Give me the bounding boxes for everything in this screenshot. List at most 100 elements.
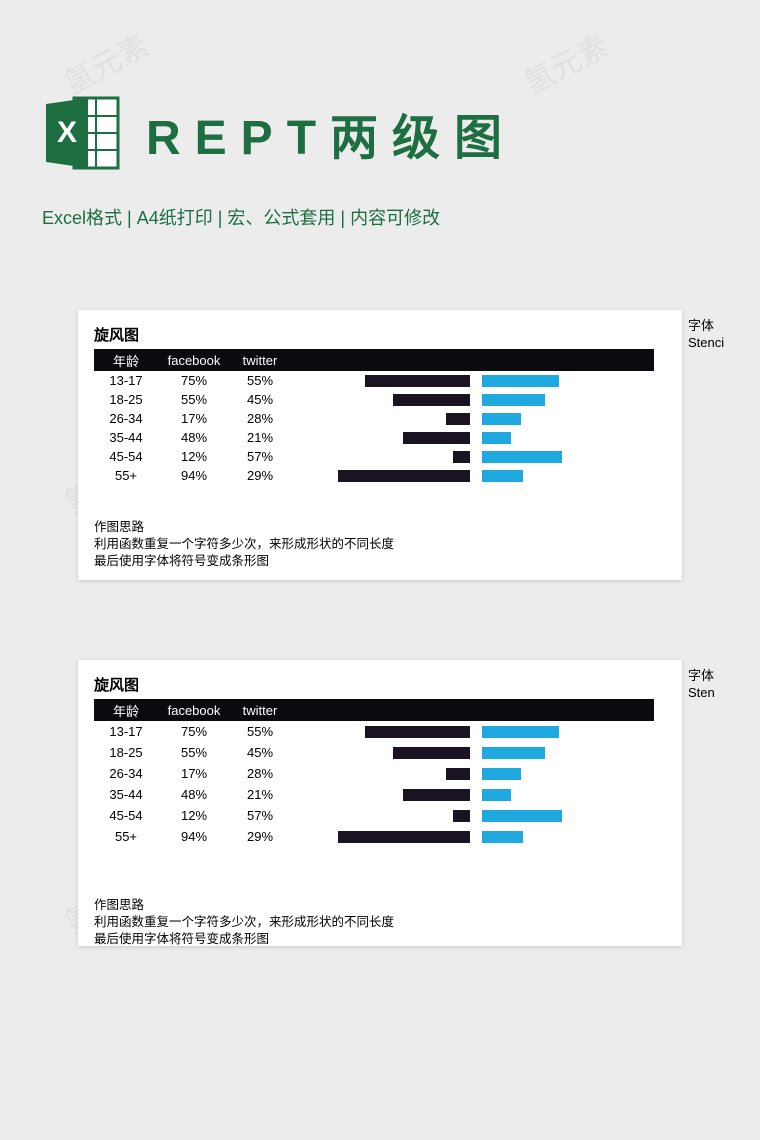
bar-pair <box>330 788 622 802</box>
table-row: 55+94%29% <box>94 466 682 485</box>
cell-age: 18-25 <box>94 745 158 760</box>
bar-twitter <box>482 451 562 463</box>
cell-twitter: 21% <box>230 787 290 802</box>
cell-age: 55+ <box>94 468 158 483</box>
cell-twitter: 45% <box>230 745 290 760</box>
cell-facebook: 48% <box>158 787 230 802</box>
excel-icon: X <box>40 90 126 176</box>
bar-facebook <box>453 810 470 822</box>
table-header-2: 年龄 facebook twitter <box>94 699 654 721</box>
cell-facebook: 12% <box>158 449 230 464</box>
bar-twitter <box>482 375 559 387</box>
bar-twitter <box>482 470 523 482</box>
cell-twitter: 28% <box>230 411 290 426</box>
notes-line: 利用函数重复一个字符多少次，来形成形状的不同长度 <box>94 914 682 931</box>
table-row: 26-3417%28% <box>94 409 682 428</box>
chart-title-1: 旋风图 <box>94 324 682 345</box>
chart-notes-2: 作图思路 利用函数重复一个字符多少次，来形成形状的不同长度 最后使用字体将符号变… <box>94 897 682 948</box>
cell-twitter: 57% <box>230 449 290 464</box>
bar-pair <box>330 393 622 407</box>
cell-age: 55+ <box>94 829 158 844</box>
table-row: 18-2555%45% <box>94 390 682 409</box>
page-title: REPT两级图 <box>146 98 516 168</box>
cell-age: 26-34 <box>94 411 158 426</box>
chart-panel-2: 字体 Sten 旋风图 年龄 facebook twitter 13-1775%… <box>78 660 682 946</box>
notes-title: 作图思路 <box>94 897 682 914</box>
cell-twitter: 57% <box>230 808 290 823</box>
bar-facebook <box>365 726 470 738</box>
cell-twitter: 21% <box>230 430 290 445</box>
col-header-twitter: twitter <box>230 703 290 718</box>
bar-facebook <box>446 413 470 425</box>
notes-line: 最后使用字体将符号变成条形图 <box>94 553 682 570</box>
cell-age: 18-25 <box>94 392 158 407</box>
cell-age: 45-54 <box>94 449 158 464</box>
bar-pair <box>330 374 622 388</box>
bar-twitter <box>482 789 511 801</box>
cell-twitter: 29% <box>230 829 290 844</box>
table-header-1: 年龄 facebook twitter <box>94 349 654 371</box>
side-label-stencil: Sten <box>688 685 740 702</box>
col-header-facebook: facebook <box>158 353 230 368</box>
cell-twitter: 55% <box>230 724 290 739</box>
cell-age: 26-34 <box>94 766 158 781</box>
bar-facebook <box>446 768 470 780</box>
bar-facebook <box>393 394 470 406</box>
table-row: 13-1775%55% <box>94 721 682 742</box>
bar-pair <box>330 725 622 739</box>
side-label-font: 字体 <box>688 668 740 685</box>
bar-twitter <box>482 747 545 759</box>
bar-pair <box>330 830 622 844</box>
bar-twitter <box>482 831 523 843</box>
bar-twitter <box>482 726 559 738</box>
col-header-twitter: twitter <box>230 353 290 368</box>
bar-facebook <box>365 375 470 387</box>
table-row: 26-3417%28% <box>94 763 682 784</box>
bar-facebook <box>453 451 470 463</box>
bar-twitter <box>482 810 562 822</box>
bar-facebook <box>338 470 470 482</box>
bar-pair <box>330 412 622 426</box>
cell-twitter: 28% <box>230 766 290 781</box>
cell-facebook: 75% <box>158 724 230 739</box>
notes-line: 利用函数重复一个字符多少次，来形成形状的不同长度 <box>94 536 682 553</box>
cell-age: 35-44 <box>94 430 158 445</box>
table-body-2: 13-1775%55%18-2555%45%26-3417%28%35-4448… <box>94 721 682 847</box>
table-row: 35-4448%21% <box>94 784 682 805</box>
cell-age: 13-17 <box>94 373 158 388</box>
cell-facebook: 55% <box>158 745 230 760</box>
bar-twitter <box>482 432 511 444</box>
side-label-stencil: Stenci <box>688 335 740 352</box>
chart-panel-1: 字体 Stenci 旋风图 年龄 facebook twitter 13-177… <box>78 310 682 580</box>
cell-facebook: 17% <box>158 766 230 781</box>
cell-facebook: 48% <box>158 430 230 445</box>
bar-pair <box>330 767 622 781</box>
cell-facebook: 94% <box>158 468 230 483</box>
bar-facebook <box>393 747 470 759</box>
cell-twitter: 29% <box>230 468 290 483</box>
col-header-facebook: facebook <box>158 703 230 718</box>
cell-facebook: 12% <box>158 808 230 823</box>
side-label-2: 字体 Sten <box>688 668 740 702</box>
table-row: 45-5412%57% <box>94 805 682 826</box>
table-row: 55+94%29% <box>94 826 682 847</box>
col-header-age: 年龄 <box>94 701 158 720</box>
col-header-age: 年龄 <box>94 351 158 370</box>
chart-notes-1: 作图思路 利用函数重复一个字符多少次，来形成形状的不同长度 最后使用字体将符号变… <box>94 519 682 570</box>
bar-pair <box>330 469 622 483</box>
page-subtitle: Excel格式 | A4纸打印 | 宏、公式套用 | 内容可修改 <box>0 176 760 230</box>
table-row: 45-5412%57% <box>94 447 682 466</box>
notes-title: 作图思路 <box>94 519 682 536</box>
bar-facebook <box>338 831 470 843</box>
cell-age: 45-54 <box>94 808 158 823</box>
cell-twitter: 45% <box>230 392 290 407</box>
notes-line: 最后使用字体将符号变成条形图 <box>94 931 682 948</box>
cell-facebook: 55% <box>158 392 230 407</box>
table-row: 18-2555%45% <box>94 742 682 763</box>
cell-age: 35-44 <box>94 787 158 802</box>
cell-facebook: 75% <box>158 373 230 388</box>
bar-pair <box>330 431 622 445</box>
bar-twitter <box>482 768 521 780</box>
bar-facebook <box>403 789 470 801</box>
cell-age: 13-17 <box>94 724 158 739</box>
